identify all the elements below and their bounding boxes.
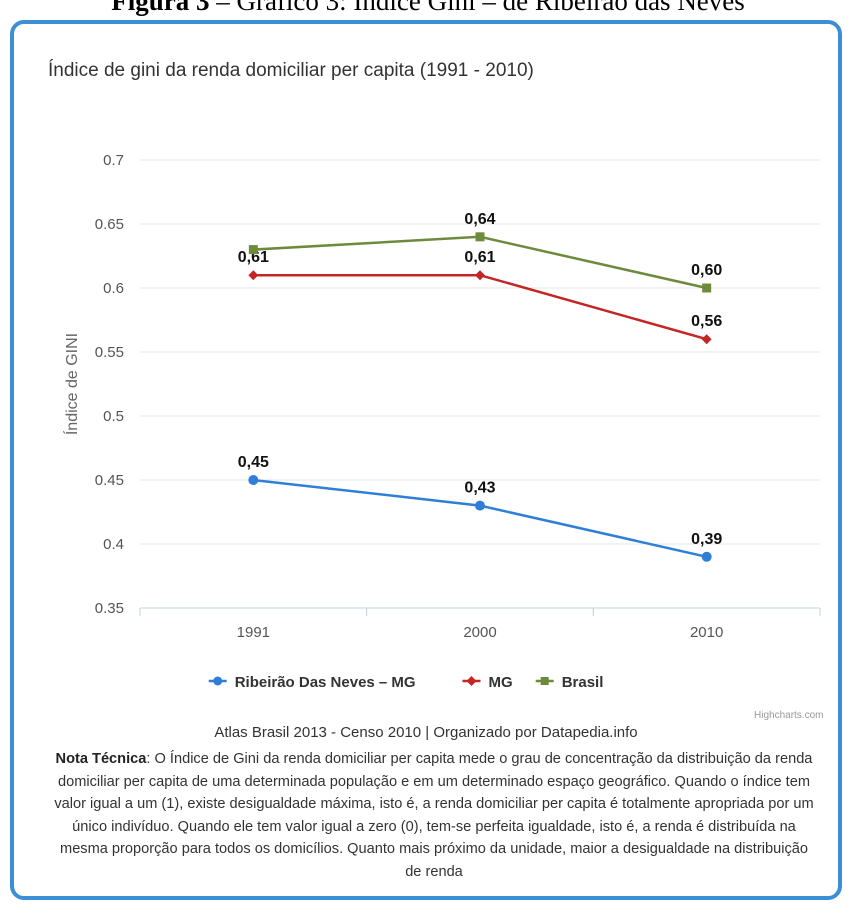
figure-caption-prefix: Figura 3 — [111, 0, 210, 16]
x-tick-label: 2010 — [690, 624, 723, 641]
technical-note-label: Nota Técnica — [55, 751, 147, 767]
y-tick-label: 0.65 — [95, 216, 124, 233]
data-label: 0,56 — [691, 313, 722, 330]
data-label: 0,61 — [238, 249, 269, 266]
legend-marker — [466, 676, 477, 686]
chart-plot: 0.35 0.4 0.45 0.5 0.55 0.6 0.65 0.7 1991 2000 2010… — [62, 152, 821, 691]
data-label: 0,64 — [464, 211, 495, 228]
source-text: Atlas Brasil 2013 - Censo 2010 | Organiz… — [214, 724, 638, 741]
technical-note-text: : O Índice de Gini da renda domiciliar p… — [54, 751, 814, 880]
data-label: 0,39 — [691, 531, 722, 548]
data-point — [248, 270, 259, 281]
series-line — [253, 273, 708, 341]
figure-caption-text: – Gráfico 3: Índice Gini – de Ribeirão d… — [209, 0, 745, 16]
data-label: 0,45 — [238, 454, 269, 471]
y-tick-label: 0.45 — [95, 472, 124, 489]
data-point — [475, 500, 485, 511]
chart-card: Índice de gini da renda domiciliar per c… — [10, 20, 842, 900]
data-point — [702, 283, 712, 293]
highcharts-credit[interactable]: Highcharts.com — [754, 710, 824, 721]
figure-caption: Figura 3 – Gráfico 3: Índice Gini – de R… — [0, 0, 856, 17]
chart-title: Índice de gini da renda domiciliar per c… — [48, 60, 534, 81]
legend-marker — [540, 677, 549, 685]
y-tick-label: 0.55 — [95, 344, 124, 361]
technical-note: Nota Técnica: O Índice de Gini da renda … — [54, 748, 814, 883]
x-tick-label: 1991 — [237, 624, 270, 641]
data-point — [701, 551, 712, 562]
data-point — [475, 270, 485, 281]
data-label: 0,60 — [691, 262, 722, 279]
y-tick-label: 0.7 — [103, 152, 124, 169]
data-point — [248, 475, 259, 485]
data-label: 0,43 — [464, 480, 495, 497]
data-label: 0,61 — [464, 249, 495, 266]
legend-label: Brasil — [562, 674, 604, 691]
y-tick-label: 0.5 — [103, 408, 124, 425]
data-point — [701, 334, 712, 345]
data-point — [475, 232, 485, 242]
y-tick-label: 0.35 — [95, 600, 124, 617]
legend-marker — [213, 676, 223, 686]
x-tick-label: 2000 — [463, 624, 496, 641]
y-axis-title: Índice de GINI — [62, 333, 81, 435]
legend-label: Ribeirão Das Neves – MG — [235, 674, 416, 691]
y-tick-label: 0.4 — [103, 536, 124, 553]
legend-label: MG — [489, 674, 513, 691]
data-point — [248, 245, 258, 255]
y-tick-label: 0.6 — [103, 280, 124, 297]
